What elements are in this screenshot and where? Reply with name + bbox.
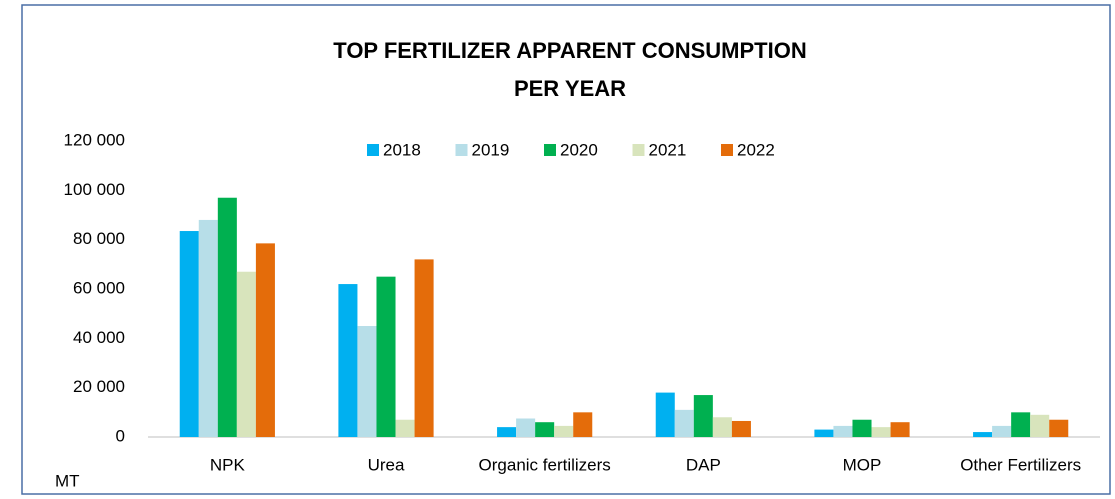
bar: [731, 420, 751, 437]
chart-title: PER YEAR: [514, 76, 626, 101]
legend-label: 2020: [560, 140, 598, 159]
bar: [655, 392, 675, 437]
bar: [255, 243, 275, 437]
bar: [497, 427, 517, 437]
legend-label: 2018: [383, 140, 421, 159]
y-tick-label: 20 000: [73, 377, 125, 396]
x-tick-label: MOP: [843, 455, 882, 474]
bar: [236, 271, 256, 437]
bar: [376, 276, 396, 437]
bar: [573, 412, 593, 437]
x-tick-label: DAP: [686, 455, 721, 474]
x-tick-label: NPK: [210, 455, 246, 474]
legend-swatch: [367, 144, 379, 156]
y-axis-label: MT: [55, 471, 80, 490]
bar: [1030, 414, 1050, 437]
x-tick-label: Urea: [368, 455, 405, 474]
bar: [693, 395, 713, 437]
legend-label: 2019: [472, 140, 510, 159]
bar: [338, 284, 358, 437]
legend-swatch: [632, 144, 645, 156]
bar: [1049, 419, 1069, 437]
x-tick-label: Organic fertilizers: [479, 455, 611, 474]
y-tick-label: 0: [116, 426, 125, 445]
bar: [414, 259, 434, 437]
legend-swatch: [721, 144, 733, 156]
legend-label: 2022: [737, 140, 775, 159]
bar: [973, 432, 993, 437]
legend-swatch: [544, 144, 556, 156]
bar: [833, 425, 853, 437]
bar: [871, 427, 891, 437]
legend-swatch: [455, 144, 468, 156]
chart-title: TOP FERTILIZER APPARENT CONSUMPTION: [333, 38, 806, 63]
bar: [179, 231, 199, 437]
bar: [1011, 412, 1031, 437]
y-tick-label: 100 000: [64, 180, 125, 199]
bar: [890, 422, 910, 437]
x-tick-label: Other Fertilizers: [960, 455, 1081, 474]
bar: [516, 418, 536, 437]
y-tick-label: 60 000: [73, 278, 125, 297]
bar: [992, 425, 1012, 437]
bar: [535, 422, 555, 437]
bar: [712, 417, 732, 437]
y-tick-label: 80 000: [73, 229, 125, 248]
bar: [674, 409, 694, 437]
bar: [357, 326, 377, 437]
y-tick-label: 40 000: [73, 328, 125, 347]
bar: [554, 425, 574, 437]
bar: [395, 419, 415, 437]
legend-label: 2021: [649, 140, 687, 159]
bar: [198, 219, 218, 437]
bar: [814, 429, 834, 437]
bar: [217, 197, 237, 437]
y-tick-label: 120 000: [64, 130, 125, 149]
bar: [852, 419, 872, 437]
